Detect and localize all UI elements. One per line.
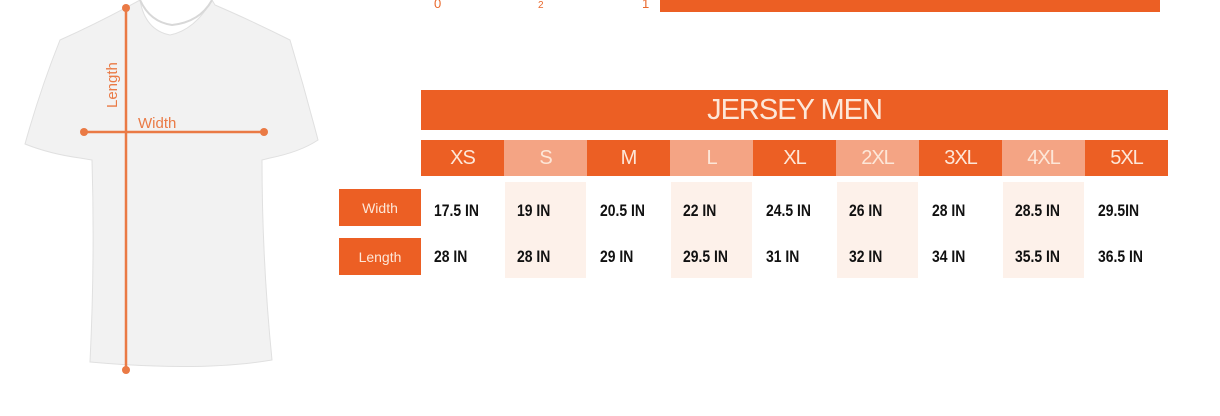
tick-label: 0 xyxy=(434,0,442,11)
row-label-length: Length xyxy=(339,238,421,275)
table-cell: 24.5 IN xyxy=(766,200,811,220)
row-label-width: Width xyxy=(339,189,421,226)
size-header: 4XL xyxy=(1002,140,1085,176)
table-cell: 28.5 IN xyxy=(1015,200,1060,220)
table-cell: 17.5 IN xyxy=(434,200,479,220)
length-label: Length xyxy=(104,62,121,108)
table-cell: 35.5 IN xyxy=(1015,246,1060,266)
column-stripe xyxy=(505,182,586,278)
table-row-width: 17.5 IN 19 IN 20.5 IN 22 IN 24.5 IN 26 I… xyxy=(434,192,1181,229)
size-header: XS xyxy=(421,140,504,176)
table-cell: 34 IN xyxy=(932,246,966,266)
table-cell: 28 IN xyxy=(434,246,468,266)
size-header: M xyxy=(587,140,670,176)
table-cell: 32 IN xyxy=(849,246,883,266)
column-stripe xyxy=(671,182,752,278)
table-title: JERSEY MEN xyxy=(421,90,1168,130)
partial-banner xyxy=(660,0,1160,12)
width-label: Width xyxy=(138,115,176,132)
size-header: XL xyxy=(753,140,836,176)
size-header: 5XL xyxy=(1085,140,1168,176)
size-header: 3XL xyxy=(919,140,1002,176)
table-cell: 29.5 IN xyxy=(683,246,728,266)
table-cell: 20.5 IN xyxy=(600,200,645,220)
table-cell: 22 IN xyxy=(683,200,717,220)
table-cell: 19 IN xyxy=(517,200,551,220)
column-stripe xyxy=(1003,182,1084,278)
size-header: 2XL xyxy=(836,140,919,176)
tick-label: 1 xyxy=(642,0,650,11)
table-cell: 31 IN xyxy=(766,246,800,266)
size-header-row: XS S M L XL 2XL 3XL 4XL 5XL xyxy=(421,140,1168,176)
table-cell: 29.5IN xyxy=(1098,200,1140,220)
column-stripe xyxy=(837,182,918,278)
size-header: L xyxy=(670,140,753,176)
table-cell: 36.5 IN xyxy=(1098,246,1143,266)
tshirt-shape xyxy=(24,0,319,368)
tick-label: 2 xyxy=(538,0,544,11)
table-cell: 28 IN xyxy=(932,200,966,220)
table-row-length: 28 IN 28 IN 29 IN 29.5 IN 31 IN 32 IN 34… xyxy=(434,238,1181,275)
table-cell: 28 IN xyxy=(517,246,551,266)
table-cell: 26 IN xyxy=(849,200,883,220)
table-cell: 29 IN xyxy=(600,246,634,266)
size-header: S xyxy=(504,140,587,176)
tshirt-diagram: Length Width xyxy=(24,0,319,374)
